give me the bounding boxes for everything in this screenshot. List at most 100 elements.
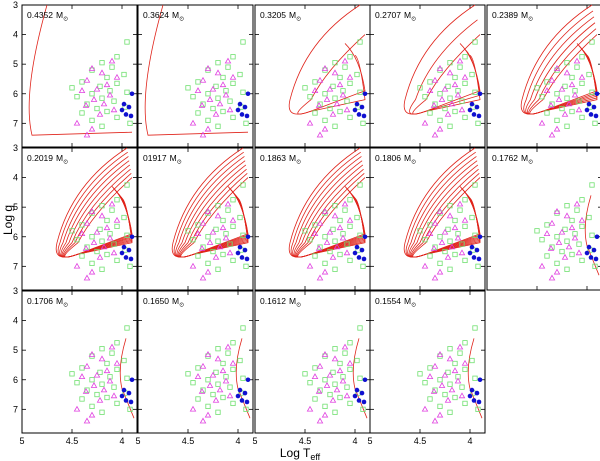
square-marker: [220, 74, 226, 81]
triangle-marker: [323, 382, 331, 388]
triangle-marker: [315, 387, 323, 394]
mass-unit: M: [289, 10, 296, 20]
circle-marker: [588, 255, 594, 260]
triangle-marker: [189, 405, 197, 412]
triangle-marker: [88, 125, 96, 132]
square-marker: [121, 71, 127, 78]
square-marker: [564, 238, 570, 244]
triangle-marker: [108, 343, 116, 350]
square-marker: [437, 117, 443, 123]
square-marker: [213, 83, 219, 89]
triangle-marker: [326, 85, 334, 92]
triangle-marker: [311, 230, 319, 236]
square-marker: [205, 260, 211, 266]
square-marker: [579, 197, 585, 203]
square-marker: [205, 377, 211, 383]
triangle-marker: [333, 386, 341, 393]
circle-marker: [591, 104, 597, 110]
square-marker: [243, 120, 249, 126]
mass-unit-subscript: ⊙: [411, 17, 416, 23]
triangle-marker: [96, 110, 104, 117]
square-marker: [220, 108, 226, 115]
mass-value: 0.1612: [260, 296, 286, 306]
mass-value: 0.1762: [492, 153, 518, 163]
square-marker: [347, 366, 353, 372]
triangle-marker: [82, 244, 90, 251]
panel-3: 0.3205 M⊙: [254, 4, 371, 148]
square-marker: [452, 108, 458, 115]
square-marker: [230, 197, 236, 203]
square-marker: [99, 203, 105, 209]
triangle-marker: [198, 101, 206, 108]
triangle-marker: [216, 100, 224, 107]
triangle-marker: [431, 131, 439, 138]
panel-frame: [254, 290, 371, 434]
square-marker: [114, 257, 120, 264]
square-marker: [337, 251, 343, 258]
triangle-marker: [426, 87, 434, 93]
circle-marker: [594, 91, 600, 97]
square-marker: [215, 203, 221, 209]
triangle-marker: [226, 106, 234, 113]
x-axis-label-main: Log T: [280, 446, 311, 460]
square-marker: [357, 325, 363, 331]
triangle-marker: [98, 212, 106, 219]
triangle-marker: [441, 371, 449, 378]
panel-frame: [369, 290, 486, 434]
triangle-marker: [82, 101, 90, 108]
square-marker: [114, 400, 120, 407]
square-marker: [574, 207, 580, 213]
triangle-marker: [212, 110, 220, 117]
square-marker: [427, 396, 433, 402]
circle-marker: [129, 234, 135, 240]
square-marker: [437, 403, 443, 409]
circle-marker: [359, 390, 365, 396]
triangle-marker: [226, 249, 234, 256]
triangle-marker: [571, 91, 579, 98]
x-tick-label: 4: [119, 436, 124, 446]
square-marker: [462, 80, 468, 86]
triangle-marker: [100, 100, 108, 107]
circle-marker: [237, 387, 243, 393]
square-marker: [322, 117, 328, 123]
square-marker: [437, 91, 443, 97]
triangle-marker: [90, 96, 98, 102]
mass-unit: M: [56, 296, 63, 306]
track-line: [119, 338, 135, 419]
triangle-marker: [431, 76, 439, 83]
triangle-marker: [444, 253, 452, 260]
circle-marker: [359, 247, 365, 253]
triangle-marker: [108, 57, 116, 64]
triangle-marker: [331, 212, 339, 219]
triangle-marker: [548, 131, 556, 138]
square-marker: [240, 375, 246, 381]
triangle-marker: [568, 224, 576, 231]
circle-marker: [352, 250, 358, 256]
triangle-marker: [538, 119, 546, 126]
square-marker: [579, 257, 585, 264]
circle-marker: [471, 112, 477, 117]
panel-8: 0.1863 M⊙: [254, 147, 371, 291]
triangle-marker: [321, 411, 329, 418]
triangle-marker: [565, 243, 573, 250]
square-marker: [322, 91, 328, 97]
triangle-marker: [323, 239, 331, 245]
square-marker: [344, 384, 350, 390]
track-line: [584, 195, 600, 276]
mass-unit-subscript: ⊙: [63, 160, 68, 166]
mass-label: 0.3205 M⊙: [260, 10, 301, 23]
circle-marker: [476, 256, 482, 262]
square-marker: [342, 64, 348, 70]
circle-marker: [477, 91, 483, 97]
circle-marker: [584, 250, 590, 256]
triangle-marker: [229, 216, 237, 223]
triangle-marker: [323, 96, 331, 102]
circle-marker: [467, 250, 473, 256]
triangle-marker: [219, 224, 227, 231]
mass-label: 0.1863 M⊙: [260, 153, 301, 166]
y-tick-label: 7: [13, 118, 18, 128]
square-marker: [89, 403, 95, 409]
track-line: [412, 177, 481, 258]
square-marker: [99, 266, 105, 272]
